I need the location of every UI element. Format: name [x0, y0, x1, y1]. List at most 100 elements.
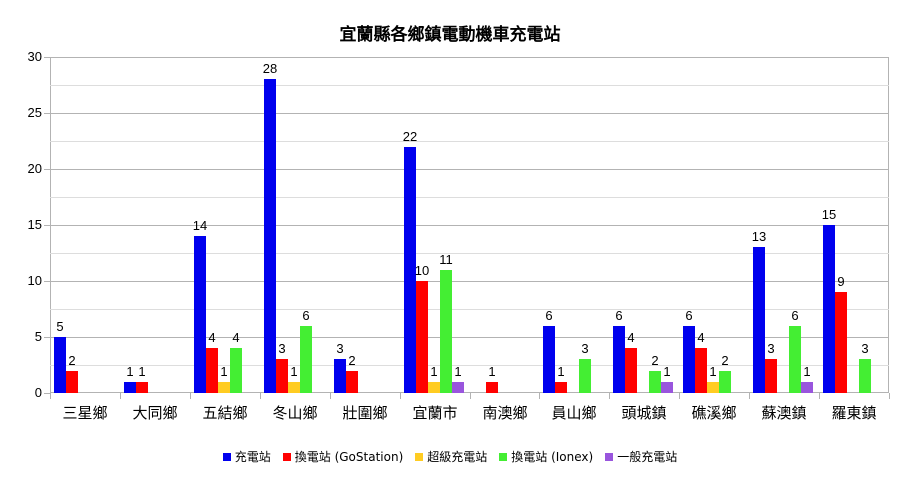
x-category-label: 南澳鄉	[482, 404, 528, 422]
bar-value-label: 2	[348, 353, 356, 368]
minor-gridline	[50, 197, 889, 198]
x-tick	[679, 393, 680, 399]
bar	[276, 359, 288, 393]
x-tick	[120, 393, 121, 399]
x-category-label: 五結鄉	[202, 404, 248, 422]
x-tick	[819, 393, 820, 399]
bar	[801, 382, 813, 393]
plot-area: 5 2 1 1 14 4 1 4 28 3 1 6 3 2 22 10 1 11 1 1 6 1 3 6 4 2 1 6 4 1 2 13 3 6…	[44, 57, 890, 399]
bar-value-label: 1	[803, 364, 811, 379]
bar	[835, 292, 847, 393]
x-tick	[749, 393, 750, 399]
legend: 充電站 換電站 (GoStation) 超級充電站 換電站 (Ionex) 一般充電站	[0, 448, 900, 465]
bar	[613, 326, 625, 393]
bar	[218, 382, 230, 393]
y-tick	[44, 337, 50, 338]
bar	[707, 382, 719, 393]
bar-value-label: 1	[488, 364, 496, 379]
bar-value-label: 10	[414, 263, 430, 278]
bar	[486, 382, 498, 393]
x-axis-line	[50, 392, 889, 393]
bar-value-label: 1	[663, 364, 671, 379]
bar-value-label: 3	[581, 341, 589, 356]
y-tick	[44, 169, 50, 170]
bar	[428, 382, 440, 393]
bar-value-label: 3	[767, 341, 775, 356]
bar	[440, 270, 452, 393]
legend-swatch-icon	[282, 453, 291, 461]
x-category-label: 羅東鎮	[831, 404, 877, 422]
major-gridline	[50, 169, 889, 170]
bar	[66, 371, 78, 393]
bar-value-label: 3	[336, 341, 344, 356]
x-tick	[609, 393, 610, 399]
bar-value-label: 1	[138, 364, 146, 379]
bar	[124, 382, 136, 393]
bar-value-label: 3	[278, 341, 286, 356]
bar	[859, 359, 871, 393]
bar-value-label: 13	[751, 229, 767, 244]
x-category-label: 礁溪鄉	[691, 404, 737, 422]
bar-value-label: 6	[615, 308, 623, 323]
bar	[753, 247, 765, 393]
bar	[416, 281, 428, 393]
bar	[543, 326, 555, 393]
y-tick	[44, 225, 50, 226]
bar	[765, 359, 777, 393]
x-tick	[260, 393, 261, 399]
legend-swatch-icon	[222, 453, 231, 461]
bar-value-label: 4	[697, 330, 705, 345]
bar	[264, 79, 276, 393]
major-gridline	[50, 57, 889, 58]
legend-swatch-icon	[605, 453, 614, 461]
major-gridline	[50, 113, 889, 114]
y-tick	[44, 57, 50, 58]
chart-title: 宜蘭縣各鄉鎮電動機車充電站	[339, 25, 561, 45]
x-tick	[330, 393, 331, 399]
minor-gridline	[50, 85, 889, 86]
legend-item: 換電站 (GoStation)	[282, 448, 404, 465]
bar-value-label: 6	[302, 308, 310, 323]
legend-item: 超級充電站	[415, 448, 487, 465]
bar	[649, 371, 661, 393]
bar-value-label: 3	[861, 341, 869, 356]
major-gridline	[50, 225, 889, 226]
y-tick-label: 25	[27, 105, 42, 120]
legend-label: 超級充電站	[427, 450, 488, 464]
x-category-label: 蘇澳鎮	[761, 404, 807, 422]
bar	[54, 337, 66, 393]
bar	[230, 348, 242, 393]
legend-swatch-icon	[499, 453, 508, 461]
minor-gridline	[50, 141, 889, 142]
bar-value-label: 4	[208, 330, 216, 345]
legend-label: 換電站 (GoStation)	[294, 450, 404, 464]
bar-value-label: 1	[430, 364, 438, 379]
bar-value-label: 9	[837, 274, 845, 289]
bar	[789, 326, 801, 393]
legend-item: 換電站 (Ionex)	[499, 448, 593, 465]
x-category-label: 員山鄉	[551, 404, 597, 422]
bar	[346, 371, 358, 393]
bar-value-label: 2	[721, 353, 729, 368]
bar-value-label: 1	[290, 364, 298, 379]
bar	[452, 382, 464, 393]
bar-value-label: 11	[439, 252, 453, 267]
y-tick-label: 10	[27, 273, 42, 288]
y-tick-label: 30	[27, 49, 42, 64]
bar-value-label: 6	[685, 308, 693, 323]
legend-item: 一般充電站	[605, 448, 677, 465]
x-tick	[50, 393, 51, 399]
x-category-label: 宜蘭市	[412, 404, 458, 422]
bar	[555, 382, 567, 393]
bar-value-label: 6	[545, 308, 553, 323]
bar	[579, 359, 591, 393]
bar-value-label: 6	[791, 308, 799, 323]
x-category-label: 頭城鎮	[621, 404, 667, 422]
bar-value-label: 4	[232, 330, 240, 345]
legend-swatch-icon	[415, 453, 424, 461]
major-gridline	[50, 337, 889, 338]
bar	[288, 382, 300, 393]
bar-value-label: 14	[192, 218, 208, 233]
legend-label: 換電站 (Ionex)	[511, 450, 594, 464]
x-category-label: 壯圍鄉	[342, 404, 388, 422]
